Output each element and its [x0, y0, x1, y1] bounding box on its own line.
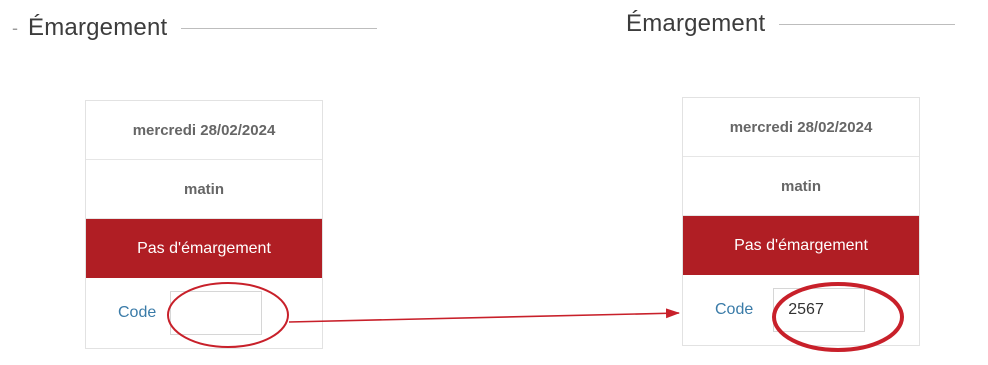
- transfer-arrow: [288, 308, 680, 323]
- title-rule: [779, 23, 956, 25]
- right-attendance-card: mercredi 28/02/2024 matin Pas d'émargeme…: [682, 97, 920, 346]
- period-cell: matin: [683, 157, 919, 216]
- code-input[interactable]: [170, 291, 263, 335]
- section-title: Émargement: [28, 14, 168, 41]
- section-title: Émargement: [626, 10, 766, 37]
- left-section-header: - Émargement: [12, 14, 378, 42]
- code-input[interactable]: [773, 288, 866, 332]
- code-row: Code: [86, 278, 322, 348]
- status-badge: Pas d'émargement: [683, 216, 919, 275]
- header-dash: -: [12, 17, 18, 38]
- status-badge: Pas d'émargement: [86, 219, 322, 278]
- code-label: Code: [118, 304, 157, 321]
- code-row: Code: [683, 275, 919, 345]
- right-section-header: Émargement: [626, 10, 956, 38]
- date-cell: mercredi 28/02/2024: [683, 98, 919, 157]
- code-label: Code: [715, 301, 754, 318]
- period-cell: matin: [86, 160, 322, 219]
- left-attendance-card: mercredi 28/02/2024 matin Pas d'émargeme…: [85, 100, 323, 349]
- date-cell: mercredi 28/02/2024: [86, 101, 322, 160]
- title-rule: [181, 27, 378, 29]
